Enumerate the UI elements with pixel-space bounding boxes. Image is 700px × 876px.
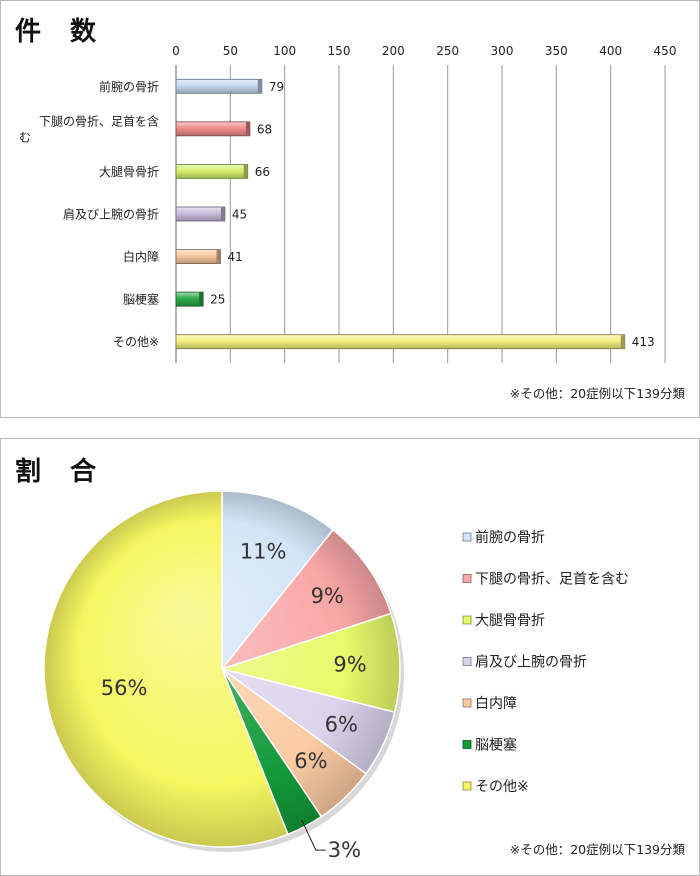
pie-chart-title: 割 合 bbox=[15, 457, 107, 487]
legend-label: 前腕の骨折 bbox=[475, 529, 545, 546]
bar-end-cap bbox=[245, 121, 250, 136]
legend-swatch bbox=[462, 615, 472, 625]
bar bbox=[175, 291, 204, 307]
x-tick-label: 450 bbox=[654, 44, 677, 58]
bar-end-cap bbox=[257, 79, 262, 94]
bar-value-label: 79 bbox=[269, 80, 284, 94]
bar-value-label: 25 bbox=[210, 293, 225, 307]
legend-swatch bbox=[462, 781, 472, 791]
pie-chart-note: ※その他：20症例以下139分類 bbox=[509, 842, 685, 857]
legend-label: その他※ bbox=[475, 779, 529, 795]
bar-value-label: 66 bbox=[255, 165, 270, 179]
category-label: 大腿骨骨折 bbox=[99, 164, 159, 179]
legend-swatch bbox=[462, 657, 472, 666]
x-tick-label: 50 bbox=[223, 44, 238, 58]
legend-swatch bbox=[462, 698, 472, 708]
pie-chart-panel: 割 合 11% 9% 9% 6% 6% 3% 56% 前腕の骨折下腿の骨折、足首を含む 大腿骨骨… bbox=[0, 438, 700, 876]
pie-percent-label: 56% bbox=[101, 676, 148, 700]
category-label: 前腕の骨折 bbox=[99, 79, 159, 94]
bar bbox=[175, 206, 226, 222]
bar-end-cap bbox=[220, 207, 225, 221]
pie-percent-label: 3% bbox=[328, 838, 361, 862]
pie-percent-label: 9% bbox=[311, 584, 344, 608]
x-tick-label: 100 bbox=[273, 44, 296, 58]
bar-chart-title: 件 数 bbox=[15, 17, 107, 47]
legend-label: 肩及び上腕の骨折 bbox=[475, 655, 587, 671]
legend-label: 下腿の骨折、足首を含む bbox=[475, 572, 629, 588]
pie-percent-label: 11% bbox=[240, 539, 287, 563]
pie-slice bbox=[43, 490, 289, 848]
bar-end-cap bbox=[243, 164, 248, 179]
bar-value-label: 41 bbox=[228, 250, 243, 264]
bar-chart-note: ※その他：20症例以下139分類 bbox=[509, 386, 685, 401]
bar-chart: 0 50 100 150 200 250 300 350 400 450 79 前腕の骨折 68 下腿の骨… bbox=[19, 44, 677, 363]
pie-slice bbox=[221, 490, 335, 672]
bar-value-label: 45 bbox=[232, 208, 247, 222]
bar bbox=[175, 78, 263, 94]
x-tick-label: 400 bbox=[599, 44, 622, 58]
legend-swatch bbox=[462, 740, 472, 749]
legend-label: 白内障 bbox=[475, 696, 517, 712]
legend-label: 大腿骨骨折 bbox=[475, 613, 545, 629]
category-label: 肩及び上腕の骨折 bbox=[63, 207, 159, 222]
bar-value-label: 68 bbox=[257, 122, 272, 136]
category-label: 白内障 bbox=[123, 249, 159, 264]
legend-swatch bbox=[462, 574, 472, 583]
category-label: 下腿の骨折、足首を含む bbox=[19, 113, 159, 144]
x-tick-label: 250 bbox=[436, 44, 459, 58]
x-tick-label: 200 bbox=[382, 44, 405, 58]
x-tick-label: 300 bbox=[491, 44, 514, 58]
pie-percent-label: 6% bbox=[325, 713, 358, 737]
bar bbox=[175, 249, 221, 264]
bar bbox=[175, 334, 626, 350]
leader-line bbox=[301, 819, 326, 851]
bar-chart-panel: 件 数 0 50 100 150 200 250 300 350 400 450 79 前腕の骨折 68… bbox=[0, 0, 700, 418]
bar-end-cap bbox=[216, 249, 221, 264]
pie-chart: 11% 9% 9% 6% 6% 3% 56% 前腕の骨折下腿の骨折、足首を含む大腿骨骨折肩及び… bbox=[43, 490, 629, 862]
bar-value-label: 413 bbox=[632, 335, 655, 349]
category-label: 脳梗塞 bbox=[123, 292, 159, 307]
x-tick-label: 0 bbox=[172, 44, 180, 58]
pie-percent-label: 9% bbox=[333, 652, 366, 676]
pie-slice bbox=[219, 612, 401, 714]
bar bbox=[175, 121, 251, 137]
bar-end-cap bbox=[199, 292, 204, 307]
x-tick-label: 350 bbox=[545, 44, 568, 58]
pie-slice bbox=[219, 528, 393, 671]
legend-swatch bbox=[462, 532, 472, 542]
bar bbox=[175, 164, 249, 179]
legend-label: 脳梗塞 bbox=[475, 737, 517, 754]
pie-percent-label: 6% bbox=[294, 749, 327, 773]
x-tick-label: 150 bbox=[328, 44, 351, 58]
category-label: その他※ bbox=[113, 335, 159, 349]
bar-end-cap bbox=[620, 334, 625, 349]
